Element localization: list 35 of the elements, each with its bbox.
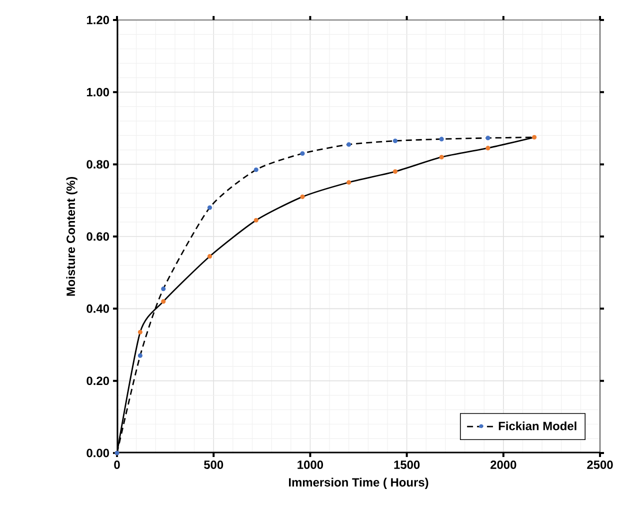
point xyxy=(486,136,490,140)
point xyxy=(439,154,444,160)
point xyxy=(486,146,490,150)
y-tick-label: 0.20 xyxy=(86,376,109,386)
point xyxy=(392,169,398,174)
point xyxy=(207,205,212,210)
point xyxy=(300,151,305,156)
y-tick-label: 0.80 xyxy=(86,160,109,169)
point xyxy=(161,299,166,304)
x-tick-label: 0 xyxy=(114,460,120,469)
y-tick-label: 0.60 xyxy=(86,232,109,241)
point xyxy=(300,194,305,200)
legend-label: Fickian Model xyxy=(498,421,576,430)
point xyxy=(161,286,166,292)
x-axis-title: Immersion Time ( Hours) xyxy=(288,478,428,489)
x-tick-label: 500 xyxy=(204,460,224,469)
y-tick-label: 0.40 xyxy=(86,304,109,313)
point xyxy=(254,167,258,172)
point xyxy=(138,353,142,358)
y-axis-title: Moisture Content (%) xyxy=(66,176,78,296)
y-tick-label: 1.20 xyxy=(86,16,109,24)
point xyxy=(346,142,352,147)
x-tick-label: 1000 xyxy=(298,460,324,469)
point xyxy=(138,330,142,334)
point xyxy=(439,136,444,142)
y-tick-label: 0.00 xyxy=(86,448,109,458)
y-tick-label: 1.00 xyxy=(86,88,109,96)
x-tick-label: 1500 xyxy=(394,460,420,469)
x-tick-label: 2500 xyxy=(587,460,613,469)
point xyxy=(346,180,352,185)
point xyxy=(207,254,212,259)
point xyxy=(254,218,258,223)
x-tick-label: 2000 xyxy=(490,460,516,469)
point xyxy=(392,138,398,144)
point xyxy=(532,134,537,140)
